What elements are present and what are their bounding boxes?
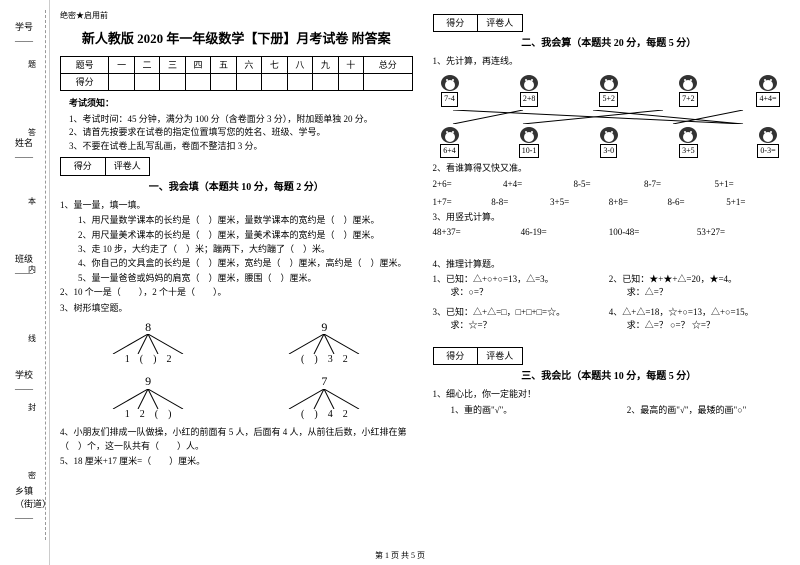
tree-4: 7 ( ) 4 2 bbox=[279, 374, 369, 420]
seal-marks: 题 答 本 内 线 封 密 bbox=[28, 30, 36, 510]
calc-row: 2+6= 4+4= 8-5= 8-7= 5+1= bbox=[433, 177, 786, 191]
notice: 考试须知： 1、考试时间：45 分钟，满分为 100 分（含卷面分 3 分），附… bbox=[60, 97, 413, 153]
penguin-icon: 4+4= bbox=[751, 70, 785, 107]
left-column: 绝密★启用前 新人教版 2020 年一年级数学【下册】月考试卷 附答案 题号 一… bbox=[60, 10, 413, 560]
penguin-icon: 7-4 bbox=[433, 70, 467, 107]
tree-diagrams-row1: 8 1 ( ) 2 9 ( ) 3 2 bbox=[60, 320, 413, 366]
section-score-box: 得分 评卷人 bbox=[433, 347, 523, 365]
penguin-icon: 6+4 bbox=[433, 122, 467, 159]
connection-lines bbox=[433, 110, 786, 122]
calc-row: 1+7= 8-8= 3+5= 8+8= 8-6= 5+1= bbox=[433, 195, 786, 209]
penguin-icon: 3-0 bbox=[592, 122, 626, 159]
section-score-box: 得分 评卷人 bbox=[433, 14, 523, 32]
vertical-calc-row: 48+37= 46-19= 100-48= 53+27= bbox=[433, 225, 786, 239]
section-score-box: 得分 评卷人 bbox=[60, 157, 150, 175]
tree-1: 8 1 ( ) 2 bbox=[103, 320, 193, 366]
right-column: 得分 评卷人 二、我会算（本题共 20 分，每题 5 分） 1、先计算，再连线。… bbox=[433, 10, 786, 560]
tree-3: 9 1 2 ( ) bbox=[103, 374, 193, 420]
tree-diagrams-row2: 9 1 2 ( ) 7 ( ) 4 2 bbox=[60, 374, 413, 420]
section2-title: 二、我会算（本题共 20 分，每题 5 分） bbox=[433, 36, 786, 52]
binding-margin: 学号____ 姓名____ 班级____ 学校____ 乡镇（街道）____ 题… bbox=[0, 0, 50, 565]
section3-title: 三、我会比（本题共 10 分，每题 5 分） bbox=[433, 369, 786, 385]
notice-heading: 考试须知： bbox=[60, 97, 413, 111]
penguin-icon: 7+2 bbox=[671, 70, 705, 107]
penguin-icon: 10-1 bbox=[512, 122, 546, 159]
reasoning-block: 1、已知：△+○+○=13，△=3。 求：○=？ 2、已知：★+★+△=20，★… bbox=[433, 273, 786, 333]
penguin-icon: 0-3= bbox=[751, 122, 785, 159]
score-table: 题号 一 二 三 四 五 六 七 八 九 十 总分 得分 bbox=[60, 56, 413, 92]
penguin-icon: 2+8 bbox=[512, 70, 546, 107]
table-row: 题号 一 二 三 四 五 六 七 八 九 十 总分 bbox=[61, 56, 413, 73]
penguin-icon: 5+2 bbox=[592, 70, 626, 107]
section1-title: 一、我会填（本题共 10 分，每题 2 分） bbox=[60, 180, 413, 196]
penguin-row-bottom: 6+4 10-1 3-0 3+5 0-3= bbox=[433, 122, 786, 159]
tree-2: 9 ( ) 3 2 bbox=[279, 320, 369, 366]
exam-title: 新人教版 2020 年一年级数学【下册】月考试卷 附答案 bbox=[60, 29, 413, 50]
page-footer: 第 1 页 共 5 页 bbox=[0, 550, 800, 561]
table-row: 得分 bbox=[61, 73, 413, 90]
penguin-icon: 3+5 bbox=[671, 122, 705, 159]
secret-tag: 绝密★启用前 bbox=[60, 10, 413, 23]
penguin-row-top: 7-4 2+8 5+2 7+2 4+4= bbox=[433, 70, 786, 107]
